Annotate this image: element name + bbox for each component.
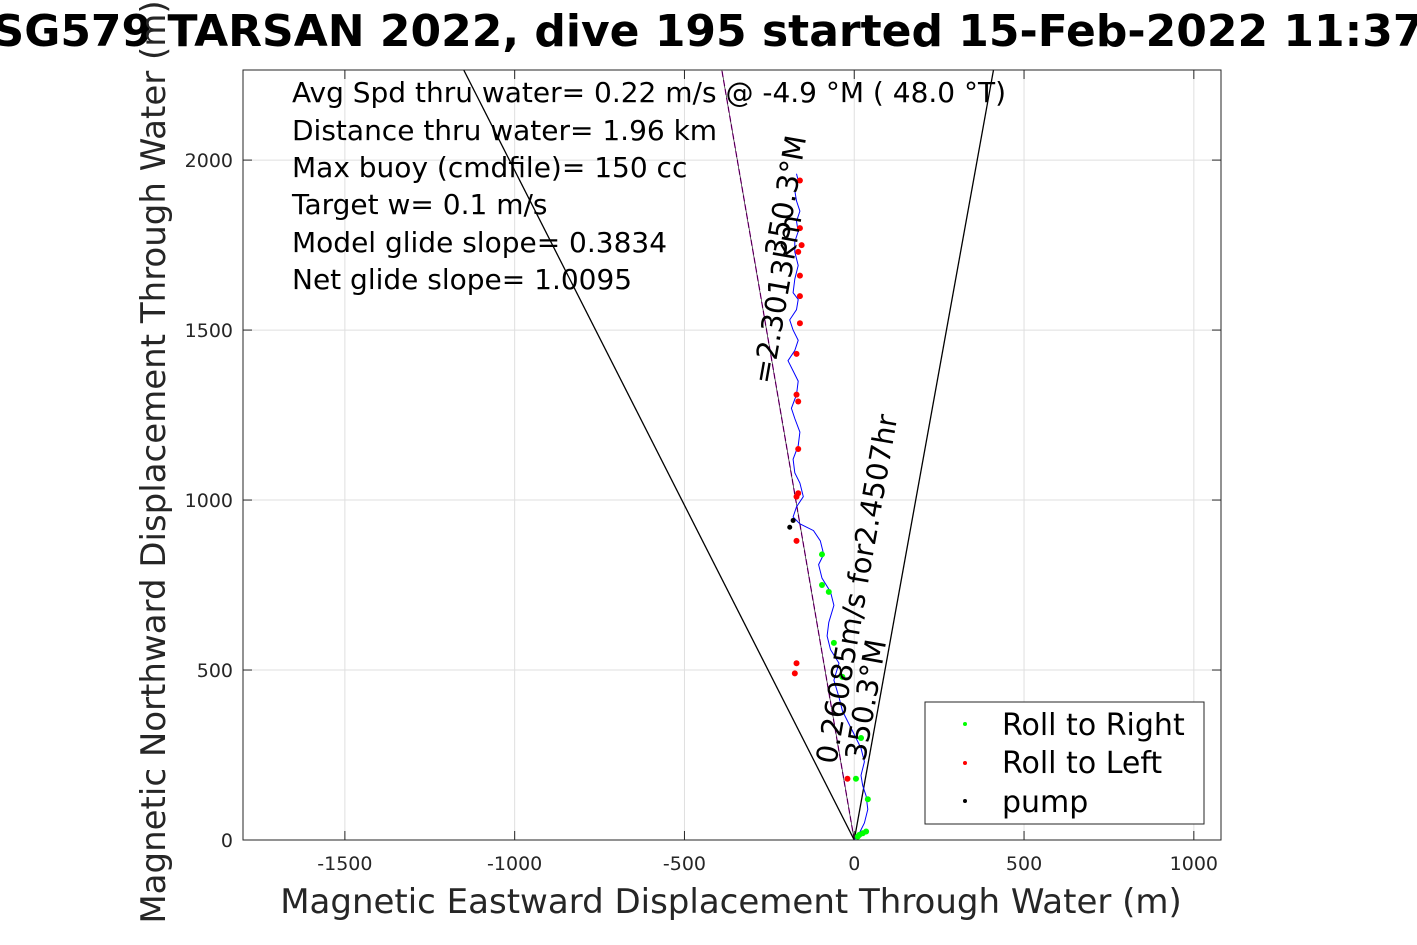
legend-label-roll-left: Roll to Left — [1002, 746, 1162, 781]
marker-layer — [787, 177, 871, 840]
annotation-net-glide: Net glide slope= 1.0095 — [292, 263, 632, 296]
roll-right-point — [839, 673, 846, 680]
axes-box — [242, 69, 1222, 841]
roll-right-point — [863, 828, 870, 835]
pump-point — [790, 517, 796, 523]
track-layer — [787, 173, 869, 840]
legend-marker-roll-right — [963, 722, 967, 726]
roll-left-point — [793, 660, 800, 667]
roll-left-point — [795, 446, 802, 453]
y-tick-label: 0 — [221, 830, 233, 852]
roll-left-point — [795, 248, 802, 255]
roll-left-point — [796, 293, 803, 300]
roll-left-point — [796, 320, 803, 327]
heading-line-core — [721, 70, 855, 840]
y-tick-label: 500 — [197, 660, 233, 682]
roll-right-point — [825, 588, 832, 595]
legend-label-roll-right: Roll to Right — [1002, 708, 1185, 743]
y-tick-label: 1000 — [185, 490, 233, 512]
legend-box — [924, 701, 1205, 825]
grid-lines — [243, 70, 1221, 841]
chart-title: SG579 TARSAN 2022, dive 195 started 15-F… — [0, 6, 1417, 57]
legend-marker-roll-left — [963, 761, 967, 765]
left-bound-line — [463, 70, 855, 840]
roll-left-point — [844, 775, 851, 782]
x-tick-label: 0 — [848, 853, 860, 875]
pump-point — [787, 524, 793, 530]
y-tick-label: 2000 — [185, 150, 233, 172]
legend-marker-pump — [963, 799, 967, 803]
x-tick-label: -500 — [663, 853, 706, 875]
roll-right-point — [852, 775, 859, 782]
annotation-distance: Distance thru water= 1.96 km — [292, 114, 717, 147]
annotation-model-glide: Model glide slope= 0.3834 — [292, 226, 667, 259]
roll-left-point — [793, 537, 800, 544]
annotation-block: Avg Spd thru water= 0.22 m/s @ -4.9 °M (… — [291, 76, 1006, 296]
roll-left-point — [796, 225, 803, 232]
glider-track-line — [787, 173, 869, 840]
y-axis-label: Magnetic Northward Displacement Through … — [134, 0, 174, 923]
roll-right-point — [854, 833, 861, 840]
x-tick-label: -1000 — [487, 853, 542, 875]
roll-left-point — [793, 350, 800, 357]
x-axis-label: Magnetic Eastward Displacement Through W… — [280, 882, 1182, 922]
annotation-target-w: Target w= 0.1 m/s — [291, 188, 548, 221]
roll-left-point — [793, 493, 800, 500]
roll-left-point — [795, 398, 802, 405]
legend: Roll to Right Roll to Left pump — [924, 701, 1205, 825]
roll-right-point — [830, 639, 837, 646]
legend-label-pump: pump — [1002, 785, 1088, 820]
roll-right-point — [818, 551, 825, 558]
y-tick-label: 1500 — [185, 320, 233, 342]
roll-right-point — [858, 735, 865, 742]
x-tick-label: 1000 — [1170, 853, 1218, 875]
roll-left-point — [796, 177, 803, 184]
tick-labels: -1500 -1000 -500 0 500 1000 0 500 1000 1500 2000 — [185, 150, 1218, 875]
roll-left-point — [796, 272, 803, 279]
right-bound-line — [853, 70, 995, 840]
roll-right-point — [864, 796, 871, 803]
roll-right-point — [818, 582, 825, 589]
tick-marks — [243, 70, 1221, 841]
annotation-max-buoy: Max buoy (cmdfile)= 150 cc — [292, 151, 687, 184]
annotation-avg-speed: Avg Spd thru water= 0.22 m/s @ -4.9 °M (… — [292, 76, 1006, 109]
x-tick-label: -1500 — [317, 853, 372, 875]
x-tick-label: 500 — [1006, 853, 1042, 875]
roll-left-point — [791, 670, 798, 677]
reference-lines — [463, 70, 995, 840]
roll-left-point — [793, 391, 800, 398]
roll-left-point — [798, 242, 805, 249]
